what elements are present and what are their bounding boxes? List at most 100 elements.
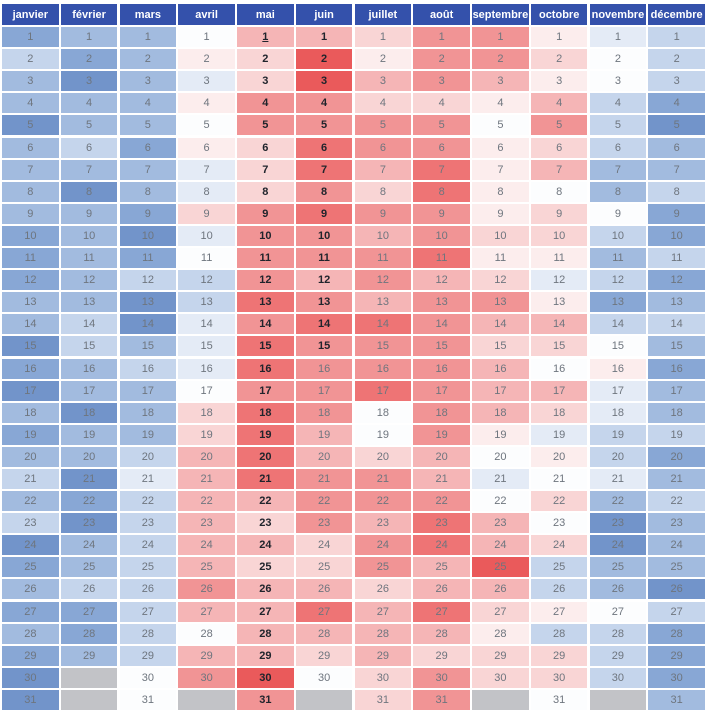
day-cell[interactable]: 4: [295, 93, 353, 114]
day-cell[interactable]: 27: [237, 601, 294, 622]
day-cell[interactable]: 10: [413, 225, 470, 246]
day-cell[interactable]: 27: [2, 601, 59, 622]
day-cell[interactable]: 15: [295, 336, 353, 357]
day-cell[interactable]: 6: [119, 137, 177, 158]
day-cell[interactable]: 20: [295, 446, 353, 467]
day-cell[interactable]: 21: [589, 468, 647, 489]
day-cell[interactable]: 7: [354, 159, 412, 180]
day-cell[interactable]: 14: [589, 314, 647, 335]
day-cell[interactable]: 17: [237, 380, 294, 401]
day-cell[interactable]: 2: [295, 49, 353, 70]
day-cell[interactable]: 12: [530, 270, 588, 291]
day-cell[interactable]: 26: [2, 579, 59, 600]
day-cell[interactable]: 21: [2, 468, 59, 489]
day-cell[interactable]: 10: [60, 225, 118, 246]
day-cell[interactable]: 7: [178, 159, 235, 180]
day-cell[interactable]: 4: [354, 93, 412, 114]
day-cell[interactable]: 11: [354, 248, 412, 269]
day-cell[interactable]: 2: [354, 49, 412, 70]
day-cell[interactable]: 31: [413, 689, 470, 710]
day-cell[interactable]: 11: [119, 248, 177, 269]
day-cell[interactable]: 25: [60, 557, 118, 578]
day-cell[interactable]: 16: [2, 358, 59, 379]
day-cell[interactable]: 5: [237, 115, 294, 136]
day-cell[interactable]: 30: [295, 667, 353, 688]
day-cell[interactable]: 30: [119, 667, 177, 688]
day-cell[interactable]: 21: [354, 468, 412, 489]
day-cell[interactable]: 3: [119, 71, 177, 92]
day-cell[interactable]: 30: [589, 667, 647, 688]
day-cell[interactable]: 8: [472, 181, 529, 202]
day-cell[interactable]: 23: [2, 513, 59, 534]
day-cell[interactable]: 23: [354, 513, 412, 534]
day-cell[interactable]: 5: [354, 115, 412, 136]
day-cell[interactable]: 23: [237, 513, 294, 534]
day-cell[interactable]: 20: [237, 446, 294, 467]
day-cell[interactable]: 6: [295, 137, 353, 158]
day-cell[interactable]: 14: [295, 314, 353, 335]
day-cell[interactable]: 18: [2, 402, 59, 423]
day-cell[interactable]: 8: [354, 181, 412, 202]
day-cell[interactable]: 5: [295, 115, 353, 136]
day-cell[interactable]: 20: [530, 446, 588, 467]
day-cell[interactable]: 12: [178, 270, 235, 291]
day-cell[interactable]: 19: [354, 424, 412, 445]
day-cell[interactable]: 20: [178, 446, 235, 467]
day-cell[interactable]: 20: [648, 446, 705, 467]
day-cell[interactable]: 9: [354, 203, 412, 224]
day-cell[interactable]: 18: [354, 402, 412, 423]
day-cell[interactable]: 29: [295, 645, 353, 666]
day-cell[interactable]: 13: [295, 292, 353, 313]
day-cell[interactable]: 17: [413, 380, 470, 401]
day-cell[interactable]: 22: [178, 491, 235, 512]
day-cell[interactable]: 25: [589, 557, 647, 578]
day-cell[interactable]: 16: [472, 358, 529, 379]
day-cell[interactable]: 21: [119, 468, 177, 489]
day-cell[interactable]: 8: [178, 181, 235, 202]
day-cell[interactable]: 18: [589, 402, 647, 423]
day-cell[interactable]: 29: [530, 645, 588, 666]
day-cell[interactable]: 22: [648, 491, 705, 512]
day-cell[interactable]: 28: [589, 623, 647, 644]
day-cell[interactable]: 24: [237, 535, 294, 556]
day-cell[interactable]: 6: [60, 137, 118, 158]
day-cell[interactable]: 23: [648, 513, 705, 534]
day-cell[interactable]: 18: [60, 402, 118, 423]
day-cell[interactable]: 14: [237, 314, 294, 335]
day-cell[interactable]: 16: [295, 358, 353, 379]
day-cell[interactable]: 24: [2, 535, 59, 556]
day-cell[interactable]: 13: [60, 292, 118, 313]
day-cell[interactable]: 3: [354, 71, 412, 92]
day-cell[interactable]: 24: [413, 535, 470, 556]
day-cell[interactable]: 28: [648, 623, 705, 644]
day-cell[interactable]: 29: [178, 645, 235, 666]
day-cell[interactable]: 15: [178, 336, 235, 357]
day-cell[interactable]: 29: [354, 645, 412, 666]
day-cell[interactable]: 24: [589, 535, 647, 556]
day-cell[interactable]: 5: [119, 115, 177, 136]
day-cell[interactable]: 29: [119, 645, 177, 666]
day-cell[interactable]: 13: [2, 292, 59, 313]
day-cell[interactable]: 9: [237, 203, 294, 224]
day-cell[interactable]: 26: [530, 579, 588, 600]
day-cell[interactable]: 24: [295, 535, 353, 556]
day-cell[interactable]: 4: [589, 93, 647, 114]
day-cell[interactable]: 17: [60, 380, 118, 401]
day-cell[interactable]: 7: [119, 159, 177, 180]
day-cell[interactable]: 11: [413, 248, 470, 269]
day-cell[interactable]: 13: [589, 292, 647, 313]
day-cell[interactable]: 13: [119, 292, 177, 313]
day-cell[interactable]: 10: [119, 225, 177, 246]
day-cell[interactable]: 11: [589, 248, 647, 269]
day-cell[interactable]: 28: [237, 623, 294, 644]
day-cell[interactable]: 4: [178, 93, 235, 114]
day-cell[interactable]: 4: [119, 93, 177, 114]
day-cell[interactable]: 17: [530, 380, 588, 401]
day-cell[interactable]: 21: [648, 468, 705, 489]
day-cell[interactable]: 5: [178, 115, 235, 136]
day-cell[interactable]: 15: [413, 336, 470, 357]
day-cell[interactable]: 11: [237, 248, 294, 269]
day-cell[interactable]: 26: [178, 579, 235, 600]
day-cell[interactable]: 21: [530, 468, 588, 489]
day-cell[interactable]: 16: [237, 358, 294, 379]
